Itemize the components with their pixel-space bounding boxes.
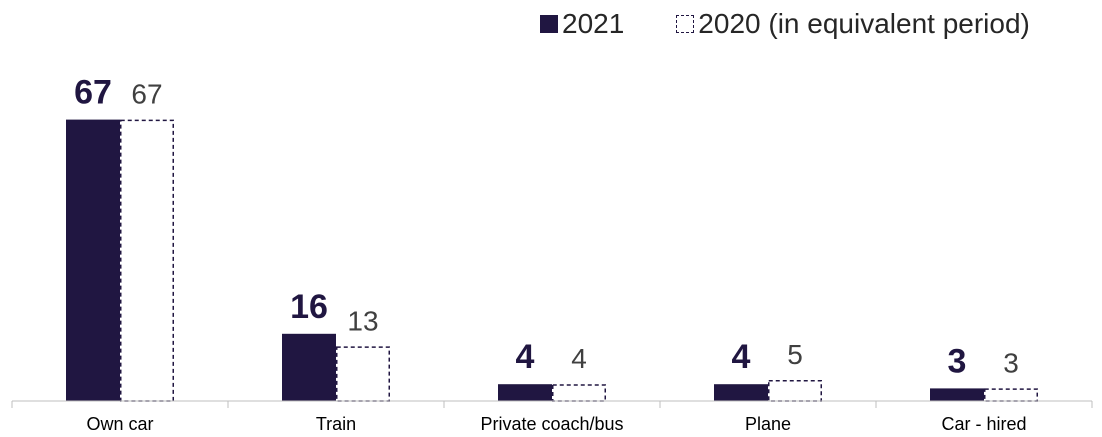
chart-legend: 2021 2020 (in equivalent period) xyxy=(540,8,1030,40)
bar-plane-2021 xyxy=(714,384,768,401)
x-axis-group xyxy=(11,400,1093,408)
x-tick-label-own-car: Own car xyxy=(86,414,153,434)
bar-car-hired-2021 xyxy=(930,388,984,401)
value-label-private-coach-bus-2021: 4 xyxy=(516,338,535,376)
bar-own-car-2021 xyxy=(66,119,120,401)
bar-car-hired-2020-in-equivalent-period xyxy=(984,388,1038,402)
value-label-own-car-2021: 67 xyxy=(74,74,112,112)
bar-train-2020-in-equivalent-period xyxy=(336,346,390,402)
value-label-plane-2020-in-equivalent-period: 5 xyxy=(787,339,803,370)
legend-label-2021: 2021 xyxy=(562,8,625,39)
value-label-private-coach-bus-2020-in-equivalent-period: 4 xyxy=(571,343,587,374)
legend-item-2021: 2021 xyxy=(540,8,624,40)
bar-private-coach-bus-2020-in-equivalent-period xyxy=(552,384,606,402)
bar-own-car-2020-in-equivalent-period xyxy=(120,119,174,402)
value-label-train-2021: 16 xyxy=(290,288,328,326)
legend-item-2020: 2020 (in equivalent period) xyxy=(676,8,1030,40)
x-tick-label-private-coach-bus: Private coach/bus xyxy=(480,414,623,434)
legend-swatch-dashed xyxy=(676,15,695,33)
legend-label-2020: 2020 (in equivalent period) xyxy=(698,8,1030,39)
bar-private-coach-bus-2021 xyxy=(498,384,552,401)
bars-group xyxy=(66,119,1038,402)
x-tick-label-train: Train xyxy=(316,414,356,434)
x-tick-label-plane: Plane xyxy=(745,414,791,434)
legend-swatch-solid xyxy=(540,15,558,33)
x-tick-labels-group: Own car Train Private coach/bus Plane Car - … xyxy=(86,414,1026,434)
value-labels-group: 67 67 16 13 4 4 4 5 3 3 xyxy=(74,74,1019,381)
value-label-car-hired-2020-in-equivalent-period: 3 xyxy=(1003,347,1019,378)
value-label-car-hired-2021: 3 xyxy=(948,342,967,380)
bar-train-2021 xyxy=(282,333,336,401)
value-label-plane-2021: 4 xyxy=(732,338,751,376)
bar-plane-2020-in-equivalent-period xyxy=(768,380,822,402)
value-label-own-car-2020-in-equivalent-period: 67 xyxy=(131,79,162,110)
x-tick-label-car-hired: Car - hired xyxy=(941,414,1026,434)
value-label-train-2020-in-equivalent-period: 13 xyxy=(347,305,378,336)
